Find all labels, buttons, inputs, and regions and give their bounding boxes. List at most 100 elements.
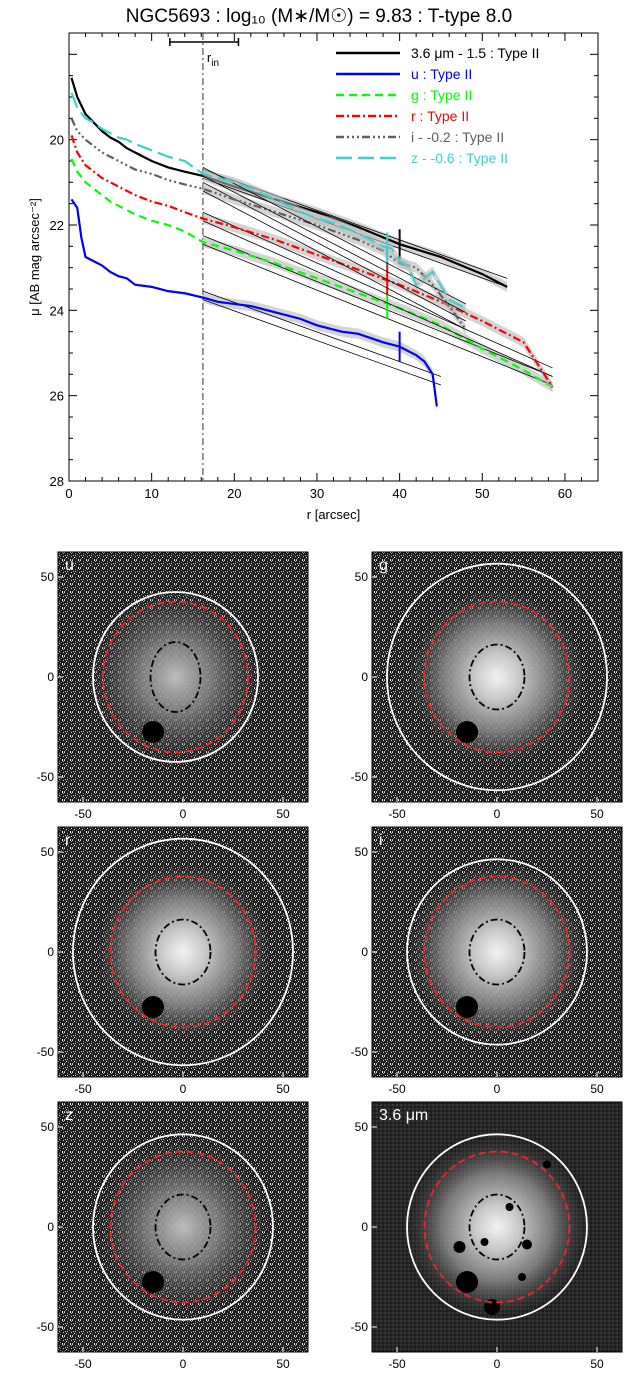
panel-image: [58, 552, 308, 802]
series-1: [70, 198, 442, 412]
x-tick-label: 0: [65, 486, 72, 501]
legend-label: r : Type II: [411, 108, 469, 124]
model-fit-line: [202, 181, 466, 322]
panel-x-tick-label: -50: [388, 807, 406, 821]
star-mask: [456, 996, 478, 1018]
legend-label: g : Type II: [411, 87, 472, 103]
panel-y-tick-label: 0: [361, 670, 368, 684]
legend-label: 3.6 μm - 1.5 : Type II: [411, 45, 539, 61]
series-3: [70, 135, 554, 393]
panel-label: r: [65, 832, 71, 849]
profile-axes: 0 10 20 30 40 50 60 20 22 24 26 28 r [arcsec] μ [AB m…: [27, 32, 599, 522]
star-mask: [505, 1203, 514, 1211]
panel-x-tick-label: -50: [388, 1082, 406, 1096]
star-mask: [456, 721, 478, 743]
panel-x-tick-label: 50: [276, 1082, 290, 1096]
legend-label: z - -0.6 : Type II: [411, 150, 508, 166]
panel-x-tick-label: 0: [180, 1082, 187, 1096]
star-mask: [518, 1273, 526, 1281]
legend: 3.6 μm - 1.5 : Type II u : Type II g : Typ…: [336, 45, 539, 166]
galaxy-glow: [407, 587, 587, 767]
inner-ellipse: [468, 643, 526, 711]
panel-y-tick-label: 50: [355, 1120, 369, 1134]
panel-y-tick-label: 0: [361, 1220, 368, 1234]
y-tick-label: 28: [50, 474, 64, 489]
panel-x-tick-label: 50: [276, 1357, 290, 1371]
inner-ellipse: [154, 1193, 212, 1261]
panel-image: [372, 827, 622, 1077]
break-ellipse-red: [423, 600, 571, 754]
star-mask: [543, 1160, 551, 1169]
panel-x-tick-label: 50: [590, 1357, 604, 1371]
panel-y-tick-label: 50: [41, 845, 55, 859]
inner-ellipse: [149, 641, 202, 713]
chart-title: NGC5693 : log₁₀ (M∗/M☉) = 9.83 : T-type …: [126, 6, 512, 27]
panel-label: z: [65, 1107, 73, 1124]
model-fit-line: [202, 243, 553, 386]
panel-label: g: [379, 557, 388, 574]
break-ellipse-red: [109, 1150, 257, 1304]
panel-image: [58, 827, 308, 1077]
outer-ellipse-white: [92, 591, 259, 763]
series-uncertainty-band: [202, 168, 466, 314]
star-mask: [142, 1271, 164, 1293]
panel-y-tick-label: 50: [355, 845, 369, 859]
model-fit-line: [202, 211, 553, 369]
panel-image: [372, 552, 622, 802]
panel-y-tick-label: 0: [361, 945, 368, 959]
panel-x-tick-label: 0: [180, 807, 187, 821]
galaxy-glow: [93, 1137, 273, 1317]
image-panel-g: g -50 0 50 50 0 -50: [351, 551, 623, 821]
outer-ellipse-white: [406, 1133, 588, 1321]
panel-y-tick-label: 50: [355, 570, 369, 584]
panel-x-tick-label: 0: [494, 1357, 501, 1371]
model-fit-line: [202, 299, 442, 386]
panel-y-tick-label: -50: [37, 1045, 55, 1059]
model-fit-line: [202, 175, 466, 313]
model-fit-line: [202, 167, 466, 305]
legend-label: u : Type II: [411, 66, 472, 82]
image-panel-3.6um: 3.6 μm -50 0 50 50 0 -50: [351, 1101, 623, 1371]
panel-x-tick-label: 0: [494, 807, 501, 821]
panel-label: 3.6 μm: [379, 1107, 428, 1124]
panel-image: [372, 1102, 622, 1352]
star-mask: [142, 721, 164, 743]
star-mask: [480, 1238, 489, 1246]
x-tick-label: 20: [227, 486, 241, 501]
galaxy-glow: [93, 862, 273, 1042]
series-line: [70, 198, 438, 407]
x-tick-label: 50: [475, 486, 489, 501]
x-tick-label: 30: [310, 486, 324, 501]
galaxy-glow: [85, 587, 266, 767]
panel-x-tick-label: 0: [494, 1082, 501, 1096]
panel-x-tick-label: -50: [74, 807, 92, 821]
rin-label: rin: [207, 50, 219, 69]
series-line: [70, 158, 554, 389]
galaxy-glow: [407, 1137, 587, 1317]
panel-label: i: [379, 832, 383, 849]
outer-ellipse-white: [72, 837, 294, 1067]
series-uncertainty-band: [202, 213, 553, 393]
panel-y-tick-label: 50: [41, 1120, 55, 1134]
panel-y-tick-label: -50: [37, 770, 55, 784]
panel-y-tick-label: 50: [41, 570, 55, 584]
star-mask: [142, 996, 164, 1018]
panel-x-tick-label: 50: [590, 807, 604, 821]
inner-ellipse: [468, 918, 526, 986]
series-line: [70, 77, 508, 288]
panel-y-tick-label: -50: [37, 1320, 55, 1334]
image-panel-r: r -50 0 50 50 0 -50: [37, 826, 309, 1096]
break-ellipse-red: [423, 875, 571, 1029]
panel-x-tick-label: 50: [590, 1082, 604, 1096]
break-ellipse-red: [109, 875, 257, 1029]
panel-x-tick-label: -50: [74, 1357, 92, 1371]
x-tick-label: 60: [558, 486, 572, 501]
rin-marker: rin: [169, 33, 240, 481]
series-line: [70, 135, 554, 388]
panel-x-tick-label: -50: [388, 1357, 406, 1371]
break-ellipse-red: [423, 1150, 571, 1304]
y-tick-label: 20: [50, 133, 64, 148]
outer-ellipse-white: [92, 1133, 274, 1321]
